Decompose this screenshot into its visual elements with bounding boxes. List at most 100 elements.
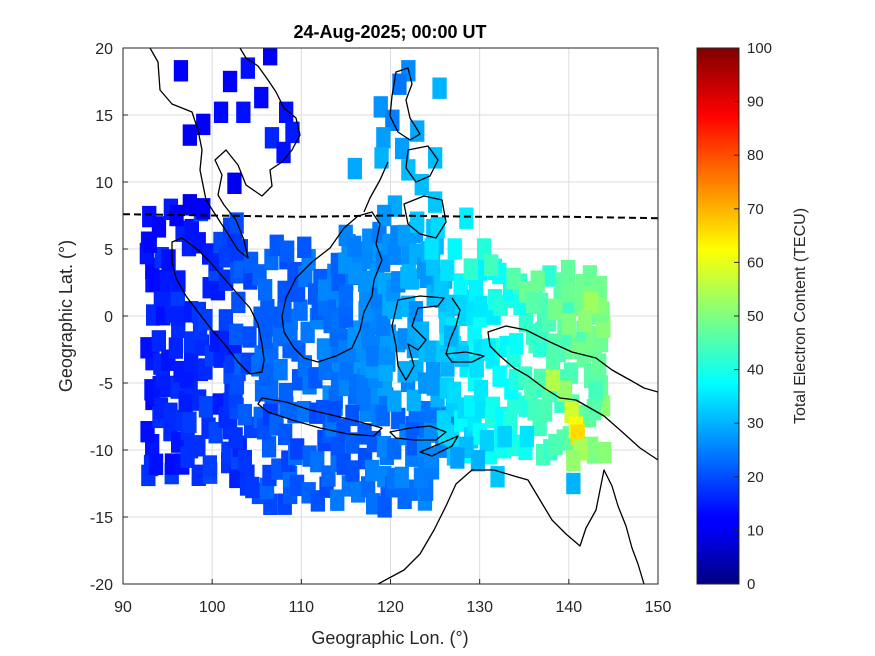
- tec-cell: [566, 472, 581, 495]
- tec-cell: [361, 327, 376, 349]
- tec-cell: [397, 487, 412, 509]
- tec-cell: [519, 425, 535, 448]
- tec-cell: [148, 453, 164, 475]
- colorbar-tick-label: 20: [747, 469, 764, 486]
- y-axis-label: Geographic Lat. (°): [56, 240, 76, 392]
- tec-cell: [277, 280, 292, 303]
- coastline-australia: [377, 469, 645, 584]
- tec-cell: [140, 337, 155, 359]
- tec-cell: [430, 216, 445, 239]
- tec-cell: [198, 309, 213, 331]
- tec-cell: [414, 174, 429, 196]
- colorbar-tick-label: 0: [747, 576, 755, 593]
- y-tick-label: 20: [95, 41, 113, 58]
- tec-cell: [545, 369, 560, 391]
- tec-cell: [561, 313, 576, 335]
- tec-cell: [454, 345, 469, 367]
- tec-cell: [509, 333, 524, 355]
- tec-cell: [566, 450, 581, 472]
- tec-cell: [473, 380, 489, 402]
- colorbar-tick-label: 40: [747, 362, 764, 379]
- tec-cell: [470, 450, 486, 472]
- tec-cell: [227, 172, 242, 194]
- tec-cell: [397, 224, 412, 247]
- x-tick-label: 90: [114, 599, 132, 616]
- tec-cell: [373, 96, 388, 118]
- tec-cell: [287, 262, 302, 284]
- tec-cell: [279, 101, 294, 123]
- tec-cell: [376, 314, 391, 336]
- tec-cell: [477, 238, 492, 260]
- tec-cell: [481, 338, 496, 361]
- tec-cell: [563, 362, 579, 384]
- tec-cell: [387, 243, 402, 265]
- coastline-lesser-sunda: [389, 425, 447, 441]
- tec-cell: [467, 322, 482, 344]
- colorbar-tick-label: 100: [747, 40, 772, 57]
- coastline-new-guinea: [487, 325, 658, 461]
- y-tick-label: -10: [90, 443, 113, 460]
- tec-cell: [459, 207, 474, 229]
- tec-cell: [168, 337, 183, 359]
- tec-cell: [538, 400, 553, 422]
- x-tick-label: 100: [199, 599, 226, 616]
- tec-cell: [484, 254, 499, 276]
- tec-cell: [432, 77, 447, 99]
- tec-cell: [374, 147, 389, 169]
- coastline-sumatra: [171, 237, 265, 375]
- tec-cell: [278, 382, 294, 405]
- tec-cell: [169, 204, 184, 227]
- tec-cell: [178, 390, 193, 413]
- tec-cell: [293, 299, 308, 321]
- tec-cell: [440, 259, 455, 281]
- tec-cell: [236, 101, 251, 123]
- tec-cell: [366, 345, 381, 367]
- tec-cell: [276, 141, 291, 164]
- colorbar-ticks: 0 10 20 30 40 50 60 70 80 90 100: [734, 40, 772, 593]
- tec-cell: [345, 432, 360, 454]
- tec-cell: [163, 402, 178, 424]
- tec-cell: [426, 374, 441, 396]
- tec-cell: [222, 70, 238, 93]
- tec-cell: [258, 279, 273, 301]
- tec-cell: [173, 60, 189, 82]
- tec-cell: [264, 127, 280, 149]
- tec-cell: [503, 409, 518, 431]
- tec-cell: [378, 343, 393, 365]
- tec-cell: [557, 380, 572, 402]
- colorbar-tick-label: 80: [747, 147, 764, 164]
- chart-title: 24-Aug-2025; 00:00 UT: [293, 22, 486, 42]
- tec-cell: [492, 365, 507, 387]
- tec-cell: [592, 353, 607, 375]
- tec-cell: [358, 270, 373, 292]
- tec-cell: [424, 238, 439, 260]
- tec-cell: [330, 489, 345, 511]
- tec-cell: [285, 121, 300, 144]
- coastline-indochina: [149, 48, 301, 259]
- tec-cell: [182, 124, 197, 146]
- y-tick-label: 10: [95, 175, 113, 192]
- coastline-visayas: [405, 145, 439, 183]
- tec-cell: [428, 191, 443, 213]
- tec-cell: [261, 358, 276, 381]
- tec-cell: [392, 73, 407, 95]
- colorbar-label: Total Electron Content (TECU): [792, 208, 809, 424]
- tec-cell: [526, 291, 541, 314]
- tec-cell: [387, 438, 402, 460]
- tec-cell: [182, 194, 197, 216]
- x-axis-label: Geographic Lon. (°): [311, 628, 468, 648]
- x-tick-label: 140: [555, 599, 582, 616]
- tec-cell: [277, 301, 292, 323]
- tec-cell: [339, 358, 354, 381]
- tec-cell: [202, 455, 217, 477]
- tec-cell: [414, 321, 430, 343]
- tec-cell: [447, 238, 462, 260]
- tec-cell: [356, 375, 371, 397]
- tec-cell: [191, 464, 206, 486]
- tec-cell: [198, 396, 214, 418]
- x-tick-label: 130: [466, 599, 493, 616]
- tec-cell: [428, 147, 443, 169]
- tec-cell: [347, 235, 362, 258]
- tec-cell: [263, 48, 278, 66]
- tec-cell: [182, 411, 197, 433]
